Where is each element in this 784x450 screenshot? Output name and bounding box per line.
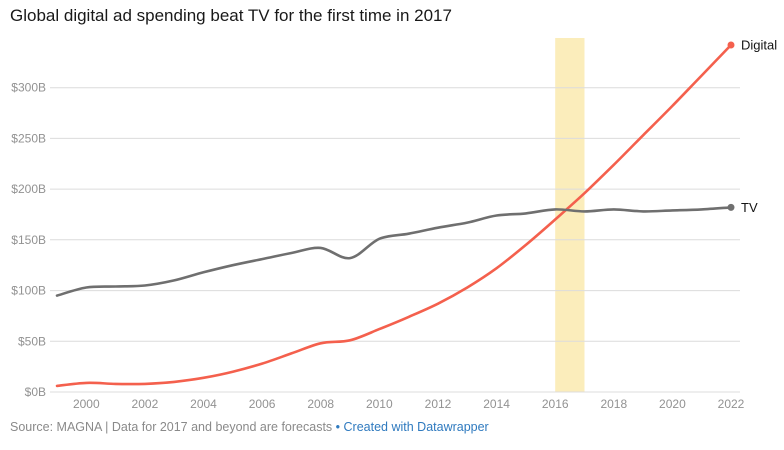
source-note: Source: MAGNA | Data for 2017 and beyond… — [10, 420, 333, 434]
x-tick-label: 2014 — [483, 397, 510, 411]
chart-title: Global digital ad spending beat TV for t… — [10, 6, 452, 25]
series-endpoint-digital — [727, 41, 735, 49]
series-line-tv — [55, 206, 733, 297]
x-tick-label: 2008 — [307, 397, 334, 411]
series-line-digital — [55, 43, 733, 388]
y-tick-label: $50B — [18, 334, 46, 348]
y-tick-label: $250B — [11, 131, 46, 145]
x-tick-label: 2004 — [190, 397, 217, 411]
x-tick-label: 2020 — [659, 397, 686, 411]
x-tick-label: 2002 — [132, 397, 159, 411]
series-label-tv: TV — [741, 200, 758, 215]
chart-footer: Source: MAGNA | Data for 2017 and beyond… — [10, 420, 489, 434]
x-tick-label: 2022 — [718, 397, 745, 411]
x-tick-label: 2012 — [425, 397, 452, 411]
datawrapper-attribution-link[interactable]: Created with Datawrapper — [343, 420, 489, 434]
y-tick-label: $150B — [11, 233, 46, 247]
y-tick-label: $0B — [25, 385, 46, 399]
footer-separator: • — [332, 420, 344, 434]
x-tick-label: 2016 — [542, 397, 569, 411]
x-tick-label: 2000 — [73, 397, 100, 411]
series-label-digital: Digital — [741, 38, 777, 53]
series-endpoint-tv — [727, 203, 735, 211]
y-tick-label: $300B — [11, 81, 46, 95]
x-tick-label: 2006 — [249, 397, 276, 411]
y-tick-label: $200B — [11, 182, 46, 196]
x-tick-label: 2018 — [600, 397, 627, 411]
y-tick-label: $100B — [11, 284, 46, 298]
x-tick-label: 2010 — [366, 397, 393, 411]
chart-svg: $0B $50B $100B $150B $200B $250B $300B 2000 2002… — [11, 38, 777, 412]
